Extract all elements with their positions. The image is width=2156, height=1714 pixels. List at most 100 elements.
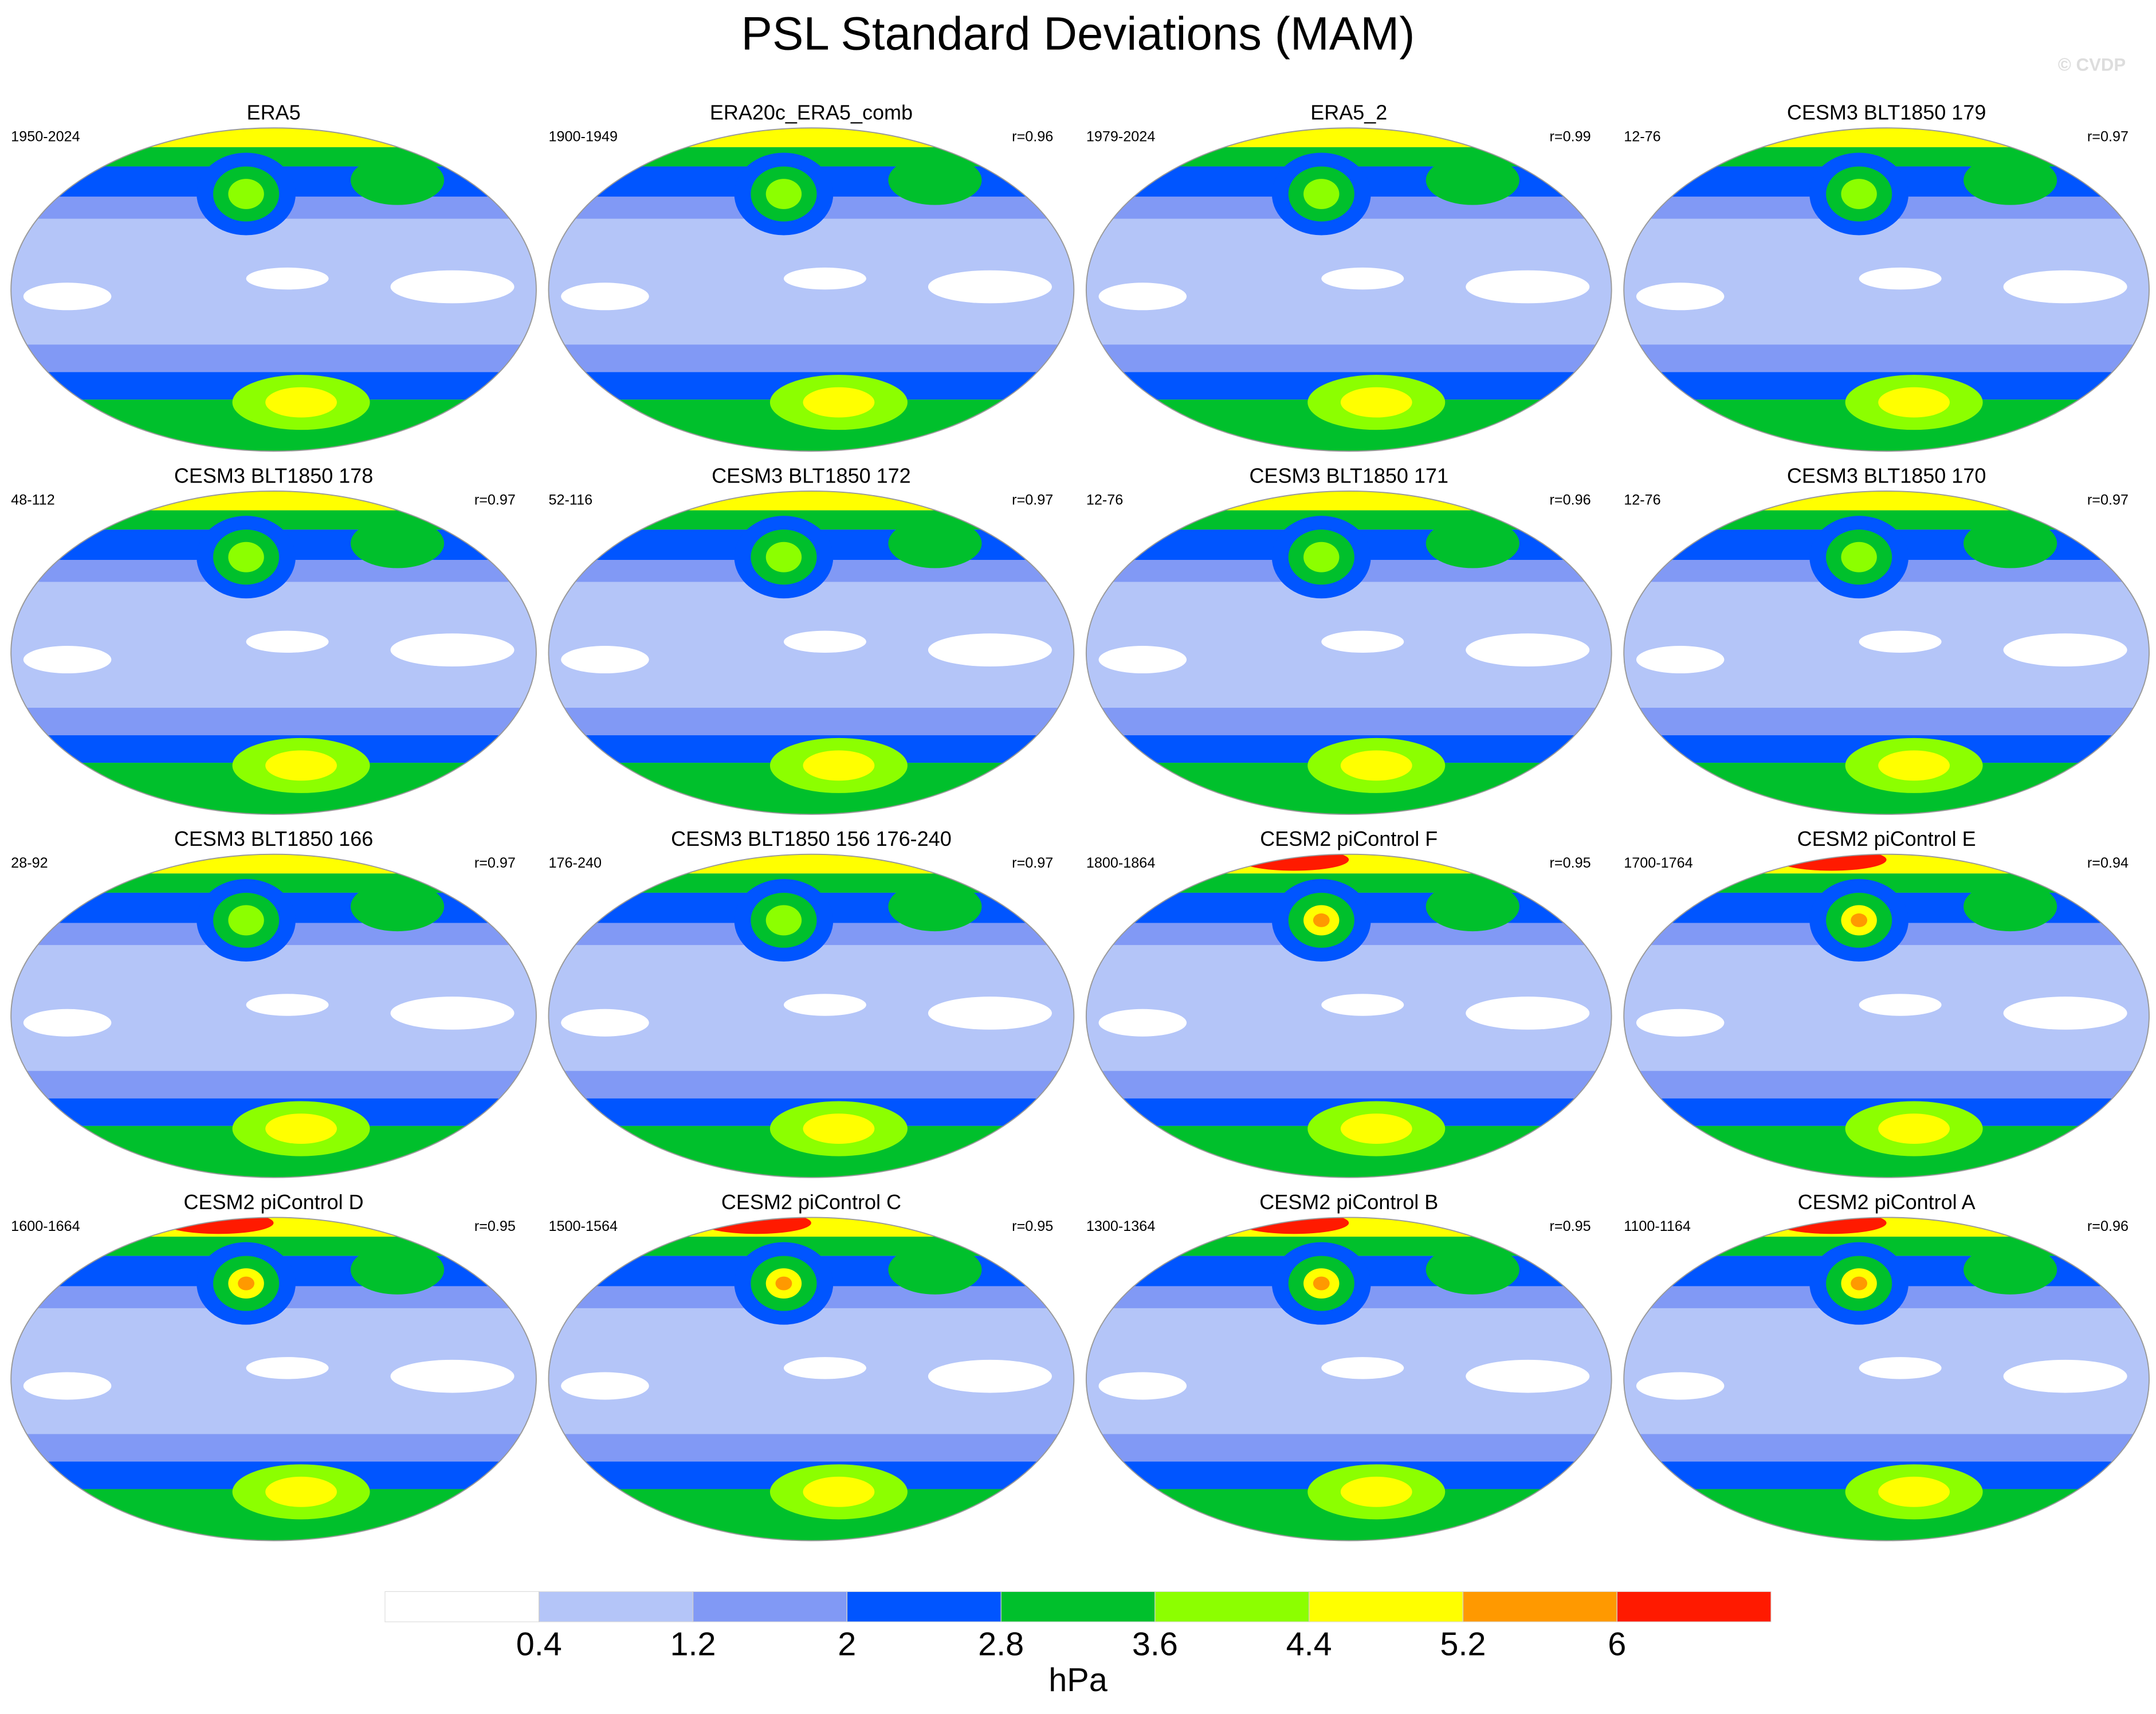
panel-correlation: r=0.96 (2087, 1218, 2128, 1234)
contour-band (1624, 128, 2150, 147)
contour-band (548, 1434, 1074, 1462)
contour-blob (561, 646, 649, 674)
panel-correlation: r=0.95 (474, 1218, 516, 1234)
contour-band (1624, 854, 2150, 874)
panel-period: 1500-1564 (549, 1218, 618, 1234)
colorbar-box (1000, 1591, 1156, 1622)
colorbar-tick-label: 0.4 (516, 1626, 562, 1663)
panel-period: 1979-2024 (1086, 129, 1155, 145)
contour-blob (1321, 1357, 1404, 1379)
panel-correlation: r=0.97 (1012, 855, 1053, 871)
contour-blob (1851, 1276, 1868, 1291)
contour-band (548, 854, 1074, 874)
panel-period: 12-76 (1624, 129, 1660, 145)
panel-title: CESM2 piControl A (1798, 1190, 1976, 1214)
panel-correlation: r=0.97 (1012, 492, 1053, 508)
contour-band (1624, 491, 2150, 511)
panel-period: 1800-1864 (1086, 855, 1155, 871)
map-outline (1623, 1217, 2150, 1542)
colorbar-box (384, 1591, 540, 1622)
contour-blob (1859, 267, 1942, 290)
contour-blob (888, 881, 982, 932)
contour-blob (1313, 913, 1330, 927)
contour-blob (23, 283, 112, 311)
contour-blob (246, 630, 329, 653)
contour-blob (246, 994, 329, 1016)
map (1624, 128, 2150, 452)
contour-blob (765, 179, 802, 209)
contour-blob (1466, 633, 1590, 667)
contour-blob (350, 881, 445, 932)
map-outline (1085, 127, 1612, 452)
contour-band (548, 128, 1074, 147)
contour-blob (246, 267, 329, 290)
panel-correlation: r=0.99 (1550, 129, 1591, 145)
colorbar-box (1462, 1591, 1617, 1622)
panel-title: CESM3 BLT1850 171 (1250, 464, 1449, 487)
contour-blob (163, 1217, 274, 1234)
contour-blob (2003, 997, 2127, 1030)
contour-blob (1098, 283, 1187, 311)
map-outline (1623, 853, 2150, 1178)
contour-band (11, 1217, 536, 1237)
contour-blob (928, 633, 1052, 667)
contour-blob (783, 1357, 866, 1379)
panel-correlation: r=0.97 (2087, 492, 2128, 508)
contour-blob (1841, 179, 1877, 209)
panel-period: 12-76 (1624, 492, 1660, 508)
panel-title: CESM2 piControl B (1259, 1190, 1438, 1214)
map (1086, 128, 1612, 452)
map (11, 491, 536, 815)
colorbar-box (1616, 1591, 1772, 1622)
map-outline (548, 127, 1075, 452)
panel-title: ERA5_2 (1310, 101, 1387, 124)
contour-blob (238, 1276, 254, 1291)
figure-title: PSL Standard Deviations (MAM) (741, 7, 1415, 60)
panel-period: 52-116 (549, 492, 593, 508)
contour-blob (783, 267, 866, 290)
contour-band (11, 344, 536, 372)
contour-blob (390, 633, 515, 667)
contour-blob (803, 1113, 875, 1144)
panel-title: CESM2 piControl D (184, 1190, 364, 1214)
contour-blob (390, 1359, 515, 1393)
contour-blob (246, 1357, 329, 1379)
contour-blob (1098, 646, 1187, 674)
contour-blob (1878, 750, 1950, 781)
panel-correlation: r=0.95 (1550, 855, 1591, 871)
map-outline (1623, 491, 2150, 815)
contour-band (1086, 854, 1612, 874)
contour-blob (765, 542, 802, 572)
panel-title: CESM3 BLT1850 172 (712, 464, 911, 487)
contour-blob (1963, 1245, 2057, 1295)
panel-period: 176-240 (549, 855, 602, 871)
contour-blob (783, 994, 866, 1016)
panel-correlation: r=0.97 (2087, 129, 2128, 145)
panel-title: ERA20c_ERA5_comb (710, 101, 913, 124)
contour-blob (2003, 1359, 2127, 1393)
contour-band (548, 344, 1074, 372)
panel-correlation: r=0.96 (1550, 492, 1591, 508)
contour-band (11, 708, 536, 736)
map-outline (10, 127, 537, 452)
panel-period: 1900-1949 (549, 129, 618, 145)
map-outline (548, 1217, 1075, 1542)
contour-blob (1321, 630, 1404, 653)
contour-band (1624, 1434, 2150, 1462)
contour-blob (803, 1476, 875, 1507)
contour-blob (1425, 881, 1519, 932)
contour-band (11, 1070, 536, 1099)
contour-band (1624, 1070, 2150, 1099)
contour-band (11, 1434, 536, 1462)
contour-blob (1776, 1217, 1887, 1234)
watermark: © CVDP (2058, 54, 2126, 74)
contour-band (11, 491, 536, 511)
panel-correlation: r=0.97 (474, 855, 516, 871)
contour-blob (265, 1113, 337, 1144)
contour-blob (265, 387, 337, 418)
contour-blob (228, 542, 264, 572)
contour-blob (23, 1009, 112, 1037)
contour-blob (888, 155, 982, 205)
panel-title: CESM2 piControl C (721, 1190, 901, 1214)
